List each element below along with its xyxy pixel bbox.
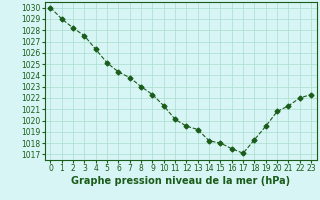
X-axis label: Graphe pression niveau de la mer (hPa): Graphe pression niveau de la mer (hPa) (71, 176, 290, 186)
